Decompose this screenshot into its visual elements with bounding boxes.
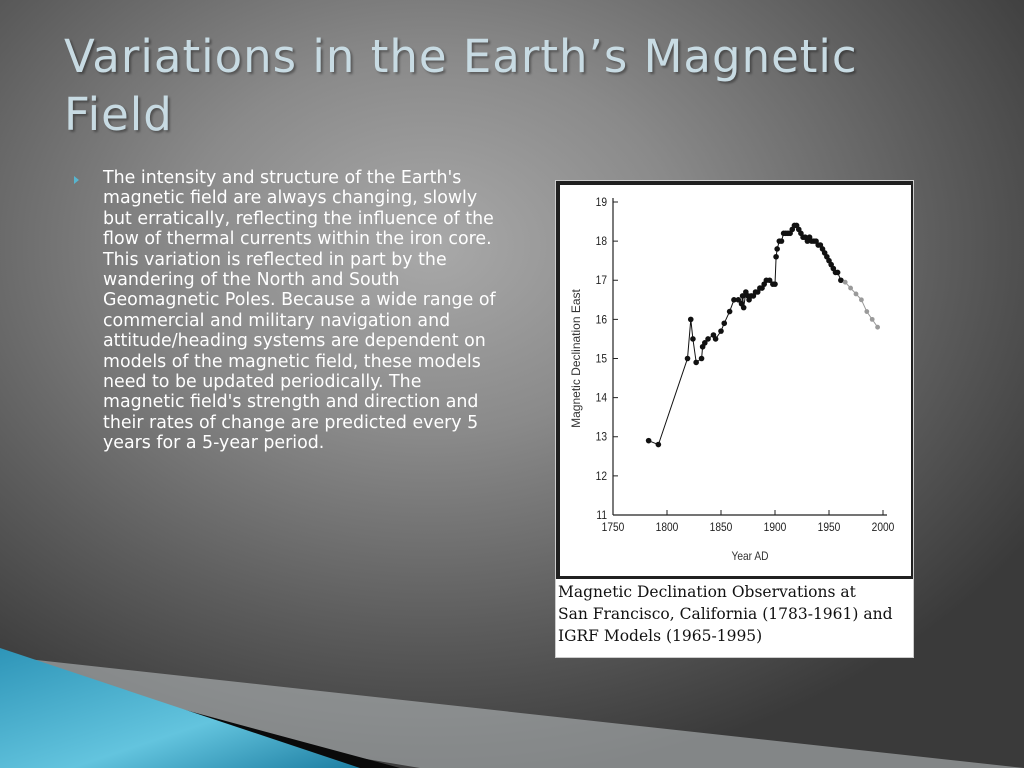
y-tick-label: 13	[596, 431, 607, 444]
data-point	[834, 269, 841, 276]
data-point	[690, 336, 696, 342]
x-tick-label: 1750	[602, 521, 625, 534]
data-point	[693, 359, 699, 366]
data-point	[766, 277, 773, 284]
y-tick-label: 19	[596, 196, 607, 209]
data-point	[721, 320, 728, 327]
data-point	[842, 279, 848, 285]
y-tick-label: 12	[596, 470, 607, 483]
figure-frame: 11 12 13 14 15 16 17 18 19 1750 1800 1850 1900 1950 20…	[556, 181, 913, 579]
slide-title: Variations in the Earth’s Magnetic Field	[64, 30, 858, 141]
data-point	[778, 238, 785, 244]
data-point	[848, 285, 853, 291]
x-tick-label: 2000	[872, 521, 895, 534]
caption-line-3: IGRF Models (1965-1995)	[558, 627, 763, 645]
series-line-1	[648, 225, 842, 446]
bullet-arrow-icon	[74, 176, 79, 184]
data-point	[838, 277, 844, 284]
data-point	[684, 355, 691, 362]
data-point	[712, 336, 719, 342]
data-point	[726, 308, 733, 315]
data-point	[853, 291, 859, 297]
data-point	[772, 281, 778, 287]
declination-figure: 11 12 13 14 15 16 17 18 19 1750 1800 1850 1900 1950 20…	[555, 180, 914, 658]
deco-teal-band	[0, 648, 360, 768]
y-tick-label: 16	[596, 314, 607, 327]
data-point	[645, 437, 652, 444]
data-point	[705, 336, 711, 342]
data-point	[740, 304, 747, 311]
x-tick-label: 1800	[656, 521, 679, 534]
bullet-list: The intensity and structure of the Earth…	[74, 168, 504, 454]
data-point	[718, 328, 724, 334]
figure-caption: Magnetic Declination Observations at San…	[558, 581, 910, 647]
caption-line-2: San Francisco, California (1783-1961) an…	[558, 605, 893, 623]
data-point	[774, 246, 780, 252]
data-point	[702, 340, 708, 346]
data-point	[698, 355, 705, 362]
data-point	[875, 324, 880, 330]
x-axis-label: Year AD	[731, 550, 768, 563]
y-tick-label: 11	[596, 509, 607, 522]
x-tick-label: 1900	[764, 521, 787, 534]
corner-decoration	[0, 648, 1024, 768]
data-point	[687, 316, 694, 323]
y-tick-label: 15	[596, 353, 607, 366]
bullet-text: The intensity and structure of the Earth…	[103, 168, 496, 454]
data-point	[735, 297, 742, 303]
y-axis-label: Magnetic Declination East	[569, 288, 583, 427]
x-tick-label: 1950	[818, 521, 841, 534]
data-point	[864, 309, 870, 314]
data-point	[655, 441, 662, 448]
plot-panel: 11 12 13 14 15 16 17 18 19 1750 1800 1850 1900 1950 20…	[560, 185, 911, 576]
y-tick-label: 18	[596, 235, 607, 248]
y-tick-label: 17	[596, 275, 607, 288]
data-point	[859, 297, 864, 303]
data-point	[773, 253, 779, 260]
declination-chart: 11 12 13 14 15 16 17 18 19 1750 1800 1850 1900 1950 20…	[569, 196, 895, 563]
caption-line-1: Magnetic Declination Observations at	[558, 583, 856, 601]
x-tick-label: 1850	[710, 521, 733, 534]
data-point	[869, 316, 875, 322]
data-point	[731, 297, 737, 303]
y-tick-label: 14	[596, 392, 607, 405]
data-point	[739, 293, 746, 299]
